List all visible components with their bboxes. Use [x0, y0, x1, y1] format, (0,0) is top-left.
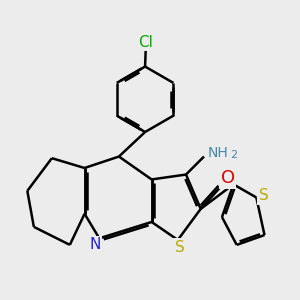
- Text: S: S: [175, 240, 184, 255]
- Text: S: S: [259, 188, 269, 203]
- Text: N: N: [90, 237, 101, 252]
- Text: O: O: [221, 169, 235, 187]
- Text: NH: NH: [207, 146, 228, 160]
- Text: 2: 2: [230, 150, 237, 160]
- Text: Cl: Cl: [138, 35, 153, 50]
